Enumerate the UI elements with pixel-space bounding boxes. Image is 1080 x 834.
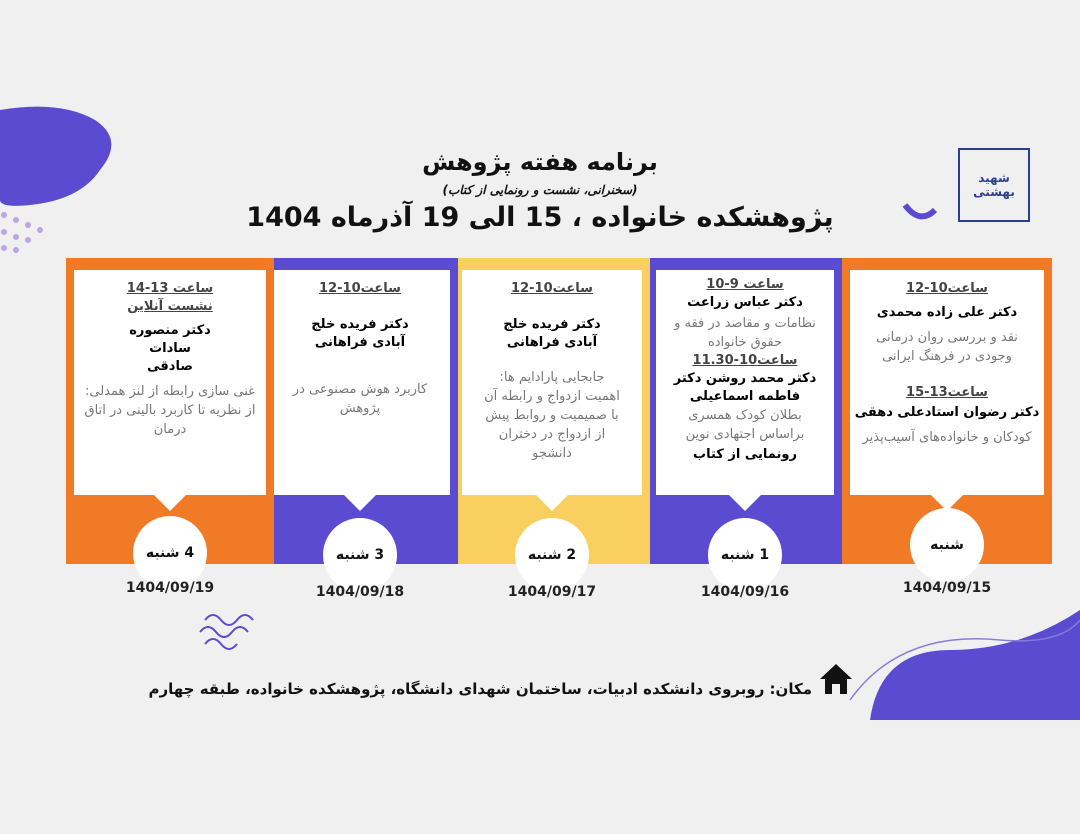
home-icon — [820, 664, 852, 694]
day-label: 4 شنبه — [133, 516, 207, 590]
day-column-sunday: ساعت 9-10 دکتر عباس زراعت نظامات و مقاصد… — [648, 258, 842, 592]
session-card: ساعت10-12 دکتر فریده خلج آبادی فراهانی ج… — [462, 270, 642, 511]
swirl-icon — [902, 203, 938, 220]
day-column-monday: ساعت10-12 دکتر فریده خلج آبادی فراهانی ج… — [454, 258, 650, 592]
squiggle-lines — [199, 614, 254, 650]
page-subtitle: (سخنرانی، نشست و رونمایی از کتاب) — [442, 183, 638, 197]
location-text: مکان: روبروی دانشکده ادبیات، ساختمان شهد… — [148, 680, 812, 698]
day-label: شنبه — [910, 508, 984, 582]
session-card: ساعت 9-10 دکتر عباس زراعت نظامات و مقاصد… — [656, 270, 834, 511]
day-column-tuesday: ساعت10-12 دکتر فریده خلج آبادی فراهانی ک… — [262, 258, 458, 592]
day-column-saturday: ساعت10-12 دکتر علی زاده محمدی نقد و بررس… — [842, 258, 1052, 582]
page-title: برنامه هفته پژوهش — [422, 148, 658, 176]
day-label: 1 شنبه — [708, 518, 782, 592]
date-label: 1404/09/18 — [315, 584, 405, 600]
session-card: ساعت 13-14 نشست آنلاین دکتر منصوره سادات… — [74, 270, 266, 511]
purple-blob-top-left — [0, 106, 112, 206]
session-card: ساعت10-12 دکتر فریده خلج آبادی فراهانی ک… — [270, 270, 450, 511]
date-label: 1404/09/17 — [507, 584, 597, 600]
university-logo: شهید بهشتی — [958, 148, 1030, 222]
day-label: 2 شنبه — [515, 518, 589, 592]
day-column-wednesday: ساعت 13-14 نشست آنلاین دکتر منصوره سادات… — [66, 258, 274, 590]
date-label: 1404/09/19 — [125, 580, 215, 596]
date-label: 1404/09/15 — [902, 580, 992, 596]
purple-blob-bottom-right — [870, 610, 1080, 720]
dots-pattern — [1, 212, 43, 253]
day-label: 3 شنبه — [323, 518, 397, 592]
page-headline: پژوهشکده خانواده ، 15 الی 19 آذرماه 1404 — [246, 202, 834, 233]
session-card: ساعت10-12 دکتر علی زاده محمدی نقد و بررس… — [850, 270, 1044, 511]
date-label: 1404/09/16 — [700, 584, 790, 600]
